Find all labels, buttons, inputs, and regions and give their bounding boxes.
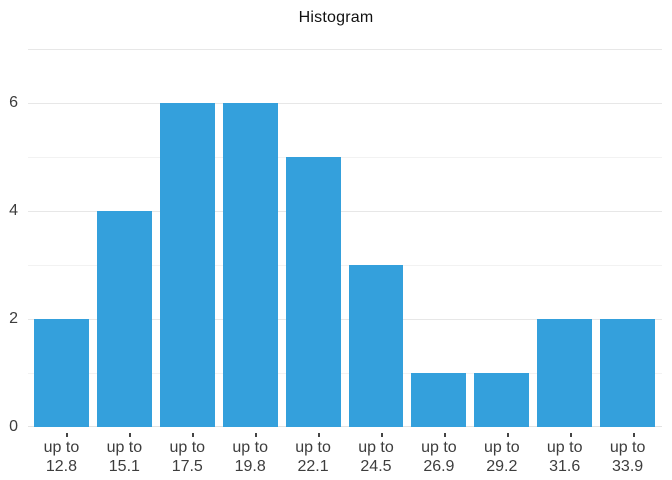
y-axis-label-0: 0	[9, 418, 18, 435]
x-category-17.5: up to 17.5	[160, 427, 215, 476]
bar-31.6[interactable]	[537, 319, 593, 427]
bar-15.1[interactable]	[96, 211, 152, 427]
gridline-y-3	[28, 265, 662, 266]
x-category-12.8: up to 12.8	[34, 427, 89, 476]
bar-19.8[interactable]	[222, 103, 278, 427]
x-tick-mark	[129, 433, 132, 437]
x-category-15.1: up to 15.1	[97, 427, 152, 476]
x-tick-mark	[192, 433, 195, 437]
x-axis-label-line2: 29.2	[486, 458, 518, 475]
gridline-y-2	[28, 319, 662, 321]
x-tick-mark	[255, 433, 258, 437]
y-axis-label-6: 6	[9, 94, 18, 111]
x-axis: up to 12.8 up to 15.1 up to 17.5 up to 19.8 up t…	[28, 427, 662, 480]
x-axis-label-line2: 22.1	[297, 458, 329, 475]
x-category-19.8: up to 19.8	[223, 427, 278, 476]
y-axis: 0 2 4 6	[0, 49, 20, 435]
gridline-y-1	[28, 373, 662, 375]
x-axis-label-line2: 17.5	[171, 458, 203, 475]
bar-17.5[interactable]	[159, 103, 215, 427]
x-axis-label-line1: up to	[106, 439, 143, 456]
x-axis-label-line2: 19.8	[234, 458, 266, 475]
x-axis-label-line1: up to	[421, 439, 457, 456]
x-axis-label-line1: up to	[546, 439, 583, 456]
x-tick-mark	[506, 433, 509, 437]
x-tick-mark	[318, 433, 321, 437]
x-tick-mark	[569, 433, 572, 437]
x-axis-line	[28, 426, 662, 427]
x-axis-label-line1: up to	[295, 439, 331, 456]
x-axis-label-line1: up to	[169, 439, 206, 456]
x-tick-mark	[443, 433, 446, 437]
gridline-y-4	[28, 211, 662, 213]
bar-33.9[interactable]	[600, 319, 656, 427]
x-axis-label-line1: up to	[358, 439, 394, 456]
x-axis-label-line2: 26.9	[423, 458, 455, 475]
x-axis-label-line2: 24.5	[360, 458, 392, 475]
bar-12.8[interactable]	[34, 319, 89, 427]
plot-area	[28, 49, 662, 427]
x-axis-labels: up to 12.8 up to 15.1 up to 17.5 up to 19.8 up t…	[34, 427, 655, 476]
gridline-y-5	[28, 157, 662, 158]
gridline-y-6	[28, 103, 662, 104]
bar-26.9[interactable]	[411, 373, 467, 427]
x-axis-label-line2: 31.6	[549, 458, 581, 475]
bar-22.1[interactable]	[285, 157, 341, 427]
x-category-31.6: up to 31.6	[537, 427, 592, 476]
x-axis-label-line1: up to	[484, 439, 520, 456]
bar-24.5[interactable]	[348, 265, 404, 427]
x-axis-label-line1: up to	[609, 439, 646, 456]
x-axis-label-line2: 15.1	[108, 458, 140, 475]
bar-29.2[interactable]	[474, 373, 530, 427]
x-axis-label-line2: 33.9	[612, 458, 644, 475]
x-category-33.9: up to 33.9	[600, 427, 655, 476]
gridline-y-7	[28, 49, 662, 50]
x-category-22.1: up to 22.1	[286, 427, 341, 476]
x-category-26.9: up to 26.9	[411, 427, 466, 476]
x-category-29.2: up to 29.2	[474, 427, 529, 476]
y-axis-label-4: 4	[9, 202, 18, 220]
x-axis-label-line1: up to	[43, 439, 80, 456]
y-axis-label-2: 2	[9, 310, 18, 328]
x-tick-mark	[380, 433, 383, 437]
bars-row	[34, 49, 656, 427]
x-axis-label-line2: 12.8	[45, 458, 78, 475]
x-tick-mark	[632, 433, 635, 437]
chart-title: Histogram	[298, 9, 374, 26]
x-tick-mark	[66, 433, 69, 437]
x-category-24.5: up to 24.5	[349, 427, 404, 476]
x-axis-label-line1: up to	[232, 439, 268, 456]
